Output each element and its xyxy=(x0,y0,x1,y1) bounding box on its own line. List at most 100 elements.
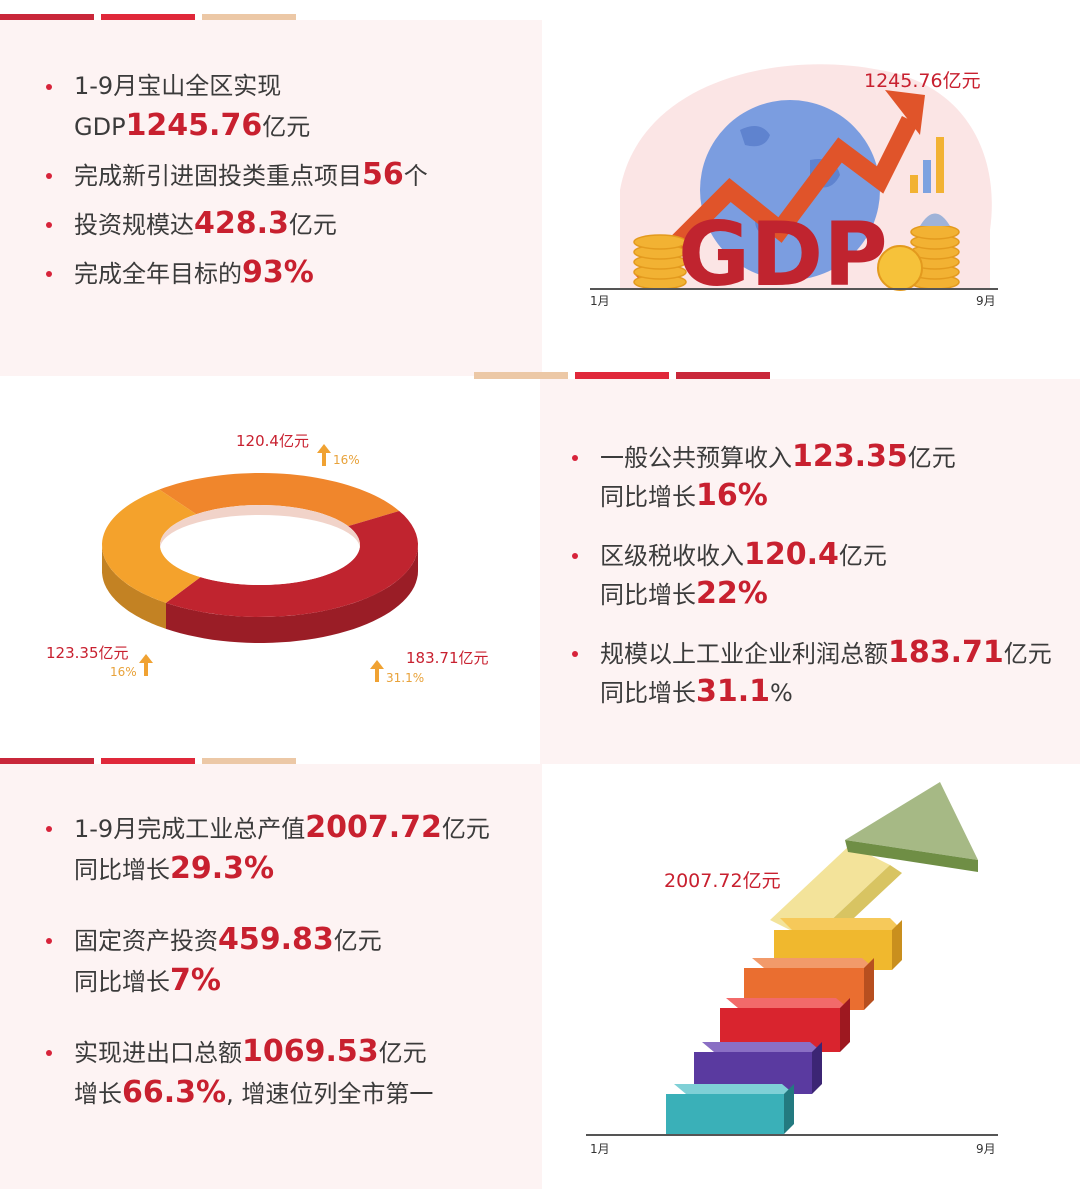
coin-stack-right-icon xyxy=(910,224,960,290)
fact-text: 区级税收收入 xyxy=(600,542,744,570)
fact-item: 1-9月宝山全区实现 GDP1245.76亿元 xyxy=(44,66,534,147)
gdp-growth-graphic: GDP xyxy=(620,64,992,306)
gdp-illustration: GDP xyxy=(580,40,1020,340)
donut-label-left-growth: 16% xyxy=(110,665,137,679)
output-value-label: 2007.72亿元 xyxy=(664,870,781,892)
donut-segment-side xyxy=(102,545,166,629)
highlight-value: 16% xyxy=(696,478,768,513)
highlight-value: 93% xyxy=(242,255,314,290)
highlight-value: 66.3% xyxy=(122,1075,227,1110)
axis-end-label: 9月 xyxy=(976,1142,996,1156)
fact-text: 同比增长 xyxy=(600,483,696,511)
up-arrow-icon xyxy=(317,444,331,470)
fact-item: 实现进出口总额1069.53亿元增长66.3%, 增速位列全市第一 xyxy=(44,1032,534,1114)
fact-item: 完成新引进固投类重点项目56个 xyxy=(44,155,534,196)
section1-text-panel xyxy=(0,20,542,376)
highlight-value: 2007.72 xyxy=(305,810,442,845)
up-arrow-icon xyxy=(139,654,153,680)
fact-text: 个 xyxy=(403,162,428,190)
fact-text: 实现进出口总额 xyxy=(74,1039,242,1067)
fact-line: 同比增长22% xyxy=(600,575,1070,614)
fact-line: 完成新引进固投类重点项目56个 xyxy=(74,155,534,196)
highlight-value: 428.3 xyxy=(194,206,289,241)
fact-text: 同比增长 xyxy=(600,679,696,707)
divider-bar-dark-red xyxy=(676,372,770,379)
money-bag-icon xyxy=(920,213,950,226)
donut-segment-2 xyxy=(102,489,201,603)
fact-text: 亿元 xyxy=(288,211,337,239)
revenue-donut-chart xyxy=(90,460,440,670)
fact-item: 完成全年目标的93% xyxy=(44,253,534,294)
fact-text: , 增速位列全市第一 xyxy=(226,1080,434,1108)
highlight-value: 7% xyxy=(170,963,221,998)
donut-segment-1 xyxy=(166,511,418,617)
highlight-value: 1069.53 xyxy=(242,1034,379,1069)
fact-line: 增长66.3%, 增速位列全市第一 xyxy=(74,1073,534,1114)
fact-text: 亿元 xyxy=(838,542,887,570)
fact-text: GDP xyxy=(74,113,126,141)
fact-item: 一般公共预算收入123.35亿元 同比增长16% xyxy=(570,438,1070,516)
fact-text: 亿元 xyxy=(907,444,956,472)
axis-end-label: 9月 xyxy=(976,294,996,308)
arrow-head-icon xyxy=(845,782,978,860)
fact-line: 完成全年目标的93% xyxy=(74,253,534,294)
staircase-illustration xyxy=(640,770,1000,1140)
donut-label-top-value: 120.4亿元 xyxy=(236,432,309,450)
fact-line: 同比增长7% xyxy=(74,961,534,1002)
fact-text: 1-9月宝山全区实现 xyxy=(74,72,282,100)
divider-bar-dark-red xyxy=(0,14,94,21)
section1-fact-list: 1-9月宝山全区实现 GDP1245.76亿元 完成新引进固投类重点项目56个 投资规… xyxy=(44,66,534,302)
fact-text: 同比增长 xyxy=(600,581,696,609)
fact-line: 同比增长29.3% xyxy=(74,849,534,890)
step-teal xyxy=(666,1084,794,1134)
divider-bar-beige xyxy=(474,372,568,379)
fact-line: 固定资产投资459.83亿元 xyxy=(74,920,534,961)
section2-fact-list: 一般公共预算收入123.35亿元 同比增长16% 区级税收收入120.4亿元 同比增长… xyxy=(570,438,1070,732)
highlight-value: 22% xyxy=(696,576,768,611)
gdp-value-label: 1245.76亿元 xyxy=(864,70,981,92)
section2-text-panel xyxy=(540,379,1080,764)
fact-line: 区级税收收入120.4亿元 xyxy=(600,536,1070,575)
fact-item: 1-9月完成工业总产值2007.72亿元 同比增长29.3% xyxy=(44,808,534,890)
fact-text: 规模以上工业企业利润总额 xyxy=(600,640,888,668)
fact-text: 亿元 xyxy=(378,1039,427,1067)
fact-text: 同比增长 xyxy=(74,856,170,884)
divider-bar-red xyxy=(101,758,195,765)
highlight-value: 1245.76 xyxy=(125,108,263,143)
fact-line: 同比增长31.1% xyxy=(600,673,1070,712)
highlight-value: 120.4 xyxy=(744,537,839,572)
fact-text: 亿元 xyxy=(1003,640,1052,668)
section3-text-panel xyxy=(0,764,542,1189)
staircase-arrow-graphic xyxy=(666,782,978,1134)
fact-item: 规模以上工业企业利润总额183.71亿元 同比增长31.1% xyxy=(570,634,1070,712)
fact-text: 1-9月完成工业总产值 xyxy=(74,815,306,843)
coin-stack-left-icon xyxy=(633,234,687,290)
donut-segment-side xyxy=(166,545,418,643)
fact-text: 投资规模达 xyxy=(74,211,194,239)
donut-label-top-growth: 16% xyxy=(333,453,360,467)
up-arrow-icon xyxy=(370,660,384,686)
fact-text: 固定资产投资 xyxy=(74,927,218,955)
fact-line: 同比增长16% xyxy=(600,477,1070,516)
fact-item: 区级税收收入120.4亿元 同比增长22% xyxy=(570,536,1070,614)
axis-start-label: 1月 xyxy=(590,1142,610,1156)
divider-bar-beige xyxy=(202,14,296,21)
fact-line: 投资规模达428.3亿元 xyxy=(74,204,534,245)
fact-text: 完成全年目标的 xyxy=(74,260,242,288)
fact-text: 一般公共预算收入 xyxy=(600,444,792,472)
fact-text: 同比增长 xyxy=(74,968,170,996)
fact-line: GDP1245.76亿元 xyxy=(74,106,534,147)
fact-line: 规模以上工业企业利润总额183.71亿元 xyxy=(600,634,1070,673)
fact-text: 亿元 xyxy=(262,113,311,141)
fact-item: 投资规模达428.3亿元 xyxy=(44,204,534,245)
donut-chart-svg xyxy=(102,473,418,643)
fact-line: 1-9月完成工业总产值2007.72亿元 xyxy=(74,808,534,849)
highlight-value: 29.3% xyxy=(170,851,275,886)
donut-segment-0 xyxy=(159,473,400,527)
divider-bar-red xyxy=(101,14,195,21)
gdp-timeline-axis xyxy=(590,288,998,290)
highlight-value: 459.83 xyxy=(218,922,334,957)
donut-label-right-growth: 31.1% xyxy=(386,671,425,685)
fact-text: % xyxy=(770,679,793,707)
gdp-text: GDP xyxy=(678,203,888,306)
